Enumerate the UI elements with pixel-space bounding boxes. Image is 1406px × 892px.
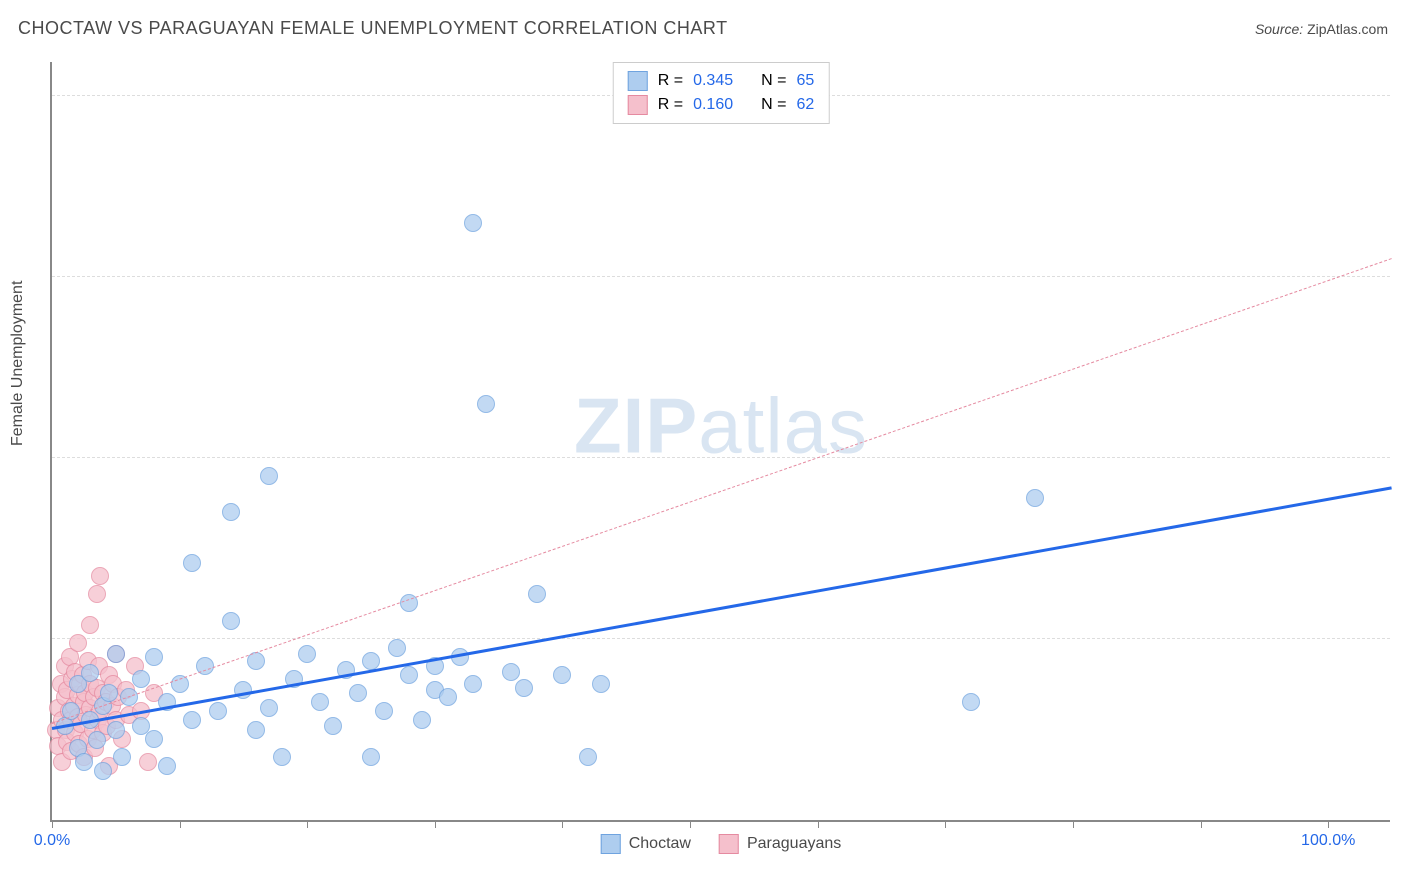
scatter-point (464, 675, 482, 693)
scatter-point (209, 702, 227, 720)
scatter-point (502, 663, 520, 681)
legend-swatch (601, 834, 621, 854)
scatter-point (145, 648, 163, 666)
scatter-point (139, 753, 157, 771)
gridline (52, 276, 1390, 277)
legend-n-label: N = (761, 72, 786, 90)
scatter-point (477, 395, 495, 413)
scatter-point (88, 585, 106, 603)
scatter-point (88, 731, 106, 749)
scatter-point (464, 214, 482, 232)
scatter-point (324, 717, 342, 735)
scatter-point (553, 666, 571, 684)
legend-n-value: 65 (796, 72, 814, 90)
scatter-point (107, 645, 125, 663)
y-tick-label: 10.0% (1400, 630, 1406, 648)
scatter-point (247, 721, 265, 739)
legend-label: Choctaw (629, 835, 691, 853)
scatter-point (260, 699, 278, 717)
scatter-point (962, 693, 980, 711)
x-tick (818, 820, 819, 828)
scatter-point (413, 711, 431, 729)
chart-title: CHOCTAW VS PARAGUAYAN FEMALE UNEMPLOYMEN… (18, 18, 728, 39)
scatter-point (132, 670, 150, 688)
scatter-plot-area: ZIPatlas R =0.345N =65R =0.160N =62 Choc… (50, 62, 1390, 822)
scatter-point (362, 748, 380, 766)
x-tick (562, 820, 563, 828)
scatter-point (107, 721, 125, 739)
scatter-point (388, 639, 406, 657)
trend-line-paraguayan (52, 258, 1392, 724)
legend-n-value: 62 (796, 96, 814, 114)
scatter-point (222, 612, 240, 630)
scatter-point (113, 748, 131, 766)
scatter-point (183, 711, 201, 729)
scatter-point (81, 664, 99, 682)
y-tick-label: 20.0% (1400, 449, 1406, 467)
scatter-point (349, 684, 367, 702)
scatter-point (75, 753, 93, 771)
source-value: ZipAtlas.com (1307, 21, 1388, 37)
x-tick (307, 820, 308, 828)
scatter-point (94, 762, 112, 780)
legend-series: Choctaw Paraguayans (601, 834, 842, 854)
legend-stat-row: R = 0.345 N = 65 (628, 69, 815, 93)
legend-swatch (628, 95, 648, 115)
gridline (52, 457, 1390, 458)
scatter-point (1026, 489, 1044, 507)
scatter-point (515, 679, 533, 697)
scatter-point (158, 757, 176, 775)
legend-item: Choctaw (601, 834, 691, 854)
scatter-point (400, 666, 418, 684)
x-tick-label: 100.0% (1301, 832, 1355, 850)
scatter-point (183, 554, 201, 572)
scatter-point (298, 645, 316, 663)
legend-r-value: 0.345 (693, 72, 733, 90)
y-axis-title: Female Unemployment (9, 281, 27, 446)
legend-swatch (628, 71, 648, 91)
x-tick (1073, 820, 1074, 828)
scatter-point (592, 675, 610, 693)
x-tick (52, 820, 53, 828)
gridline (52, 638, 1390, 639)
x-tick (180, 820, 181, 828)
scatter-point (439, 688, 457, 706)
legend-label: Paraguayans (747, 835, 841, 853)
scatter-point (311, 693, 329, 711)
legend-swatch (719, 834, 739, 854)
scatter-point (273, 748, 291, 766)
x-tick-label: 0.0% (34, 832, 70, 850)
source-attribution: Source: ZipAtlas.com (1255, 21, 1388, 37)
trend-line-choctaw (52, 486, 1393, 730)
x-tick (435, 820, 436, 828)
x-tick (945, 820, 946, 828)
scatter-point (145, 730, 163, 748)
legend-r-value: 0.160 (693, 96, 733, 114)
legend-r-label: R = (658, 96, 683, 114)
x-tick (1328, 820, 1329, 828)
scatter-point (222, 503, 240, 521)
y-tick-label: 30.0% (1400, 268, 1406, 286)
scatter-point (579, 748, 597, 766)
legend-item: Paraguayans (719, 834, 841, 854)
scatter-point (91, 567, 109, 585)
legend-stat-row: R = 0.160 N = 62 (628, 93, 815, 117)
legend-stats: R = 0.345 N = 65 R = 0.160 N = 62 (613, 62, 830, 124)
legend-n-label: N = (761, 96, 786, 114)
legend-r-label: R = (658, 72, 683, 90)
source-label: Source: (1255, 21, 1303, 37)
scatter-point (375, 702, 393, 720)
scatter-point (81, 616, 99, 634)
scatter-point (260, 467, 278, 485)
x-tick (1201, 820, 1202, 828)
scatter-point (69, 634, 87, 652)
scatter-point (528, 585, 546, 603)
x-tick (690, 820, 691, 828)
y-tick-label: 40.0% (1400, 87, 1406, 105)
scatter-point (362, 652, 380, 670)
